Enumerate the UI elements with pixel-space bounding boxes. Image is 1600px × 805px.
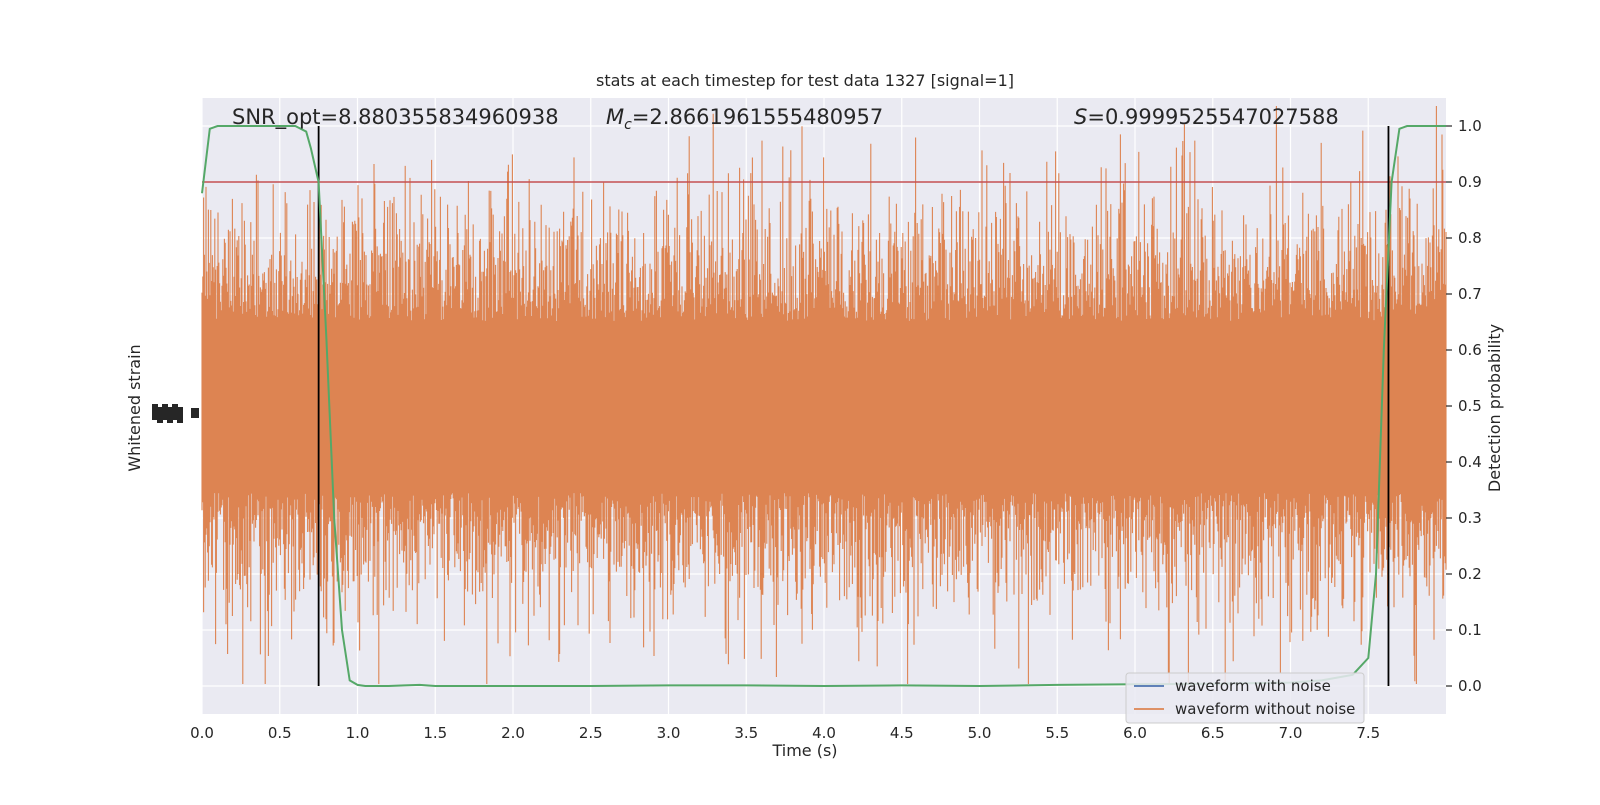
legend-label-without-noise: waveform without noise (1175, 700, 1355, 718)
x-tick-label-4: 2.0 (501, 724, 525, 742)
left-axis-label: Whitened strain (125, 344, 144, 471)
detection-probability-line (201, 125, 1446, 688)
s-value: =0.9999525547027588 (1087, 105, 1338, 129)
left-tick-glyph-1 (157, 407, 163, 423)
x-tick-label-9: 4.5 (890, 724, 914, 742)
waveform-without-noise-line (201, 106, 1447, 684)
legend-box (1125, 672, 1365, 724)
y-tick-label-6: 0.6 (1458, 341, 1482, 359)
legend: waveform with noise waveform without noi… (1125, 672, 1365, 724)
x-tick-label-12: 6.0 (1123, 724, 1147, 742)
s-symbol: S (1074, 105, 1087, 129)
left-tick-glyph-3 (167, 407, 173, 423)
x-tick-label-7: 3.5 (734, 724, 758, 742)
left-tick-glyph-0 (152, 404, 158, 420)
y-tick-label-2: 0.2 (1458, 565, 1482, 583)
y-tick-label-5: 0.5 (1458, 397, 1482, 415)
y-tick-label-8: 0.8 (1458, 229, 1482, 247)
snr-annotation: SNR_opt=8.880355834960938 (232, 105, 559, 130)
x-tick-label-14: 7.0 (1279, 724, 1303, 742)
legend-label-with-noise: waveform with noise (1175, 677, 1331, 695)
x-tick-label-10: 5.0 (968, 724, 992, 742)
y-tick-label-9: 0.9 (1458, 173, 1482, 191)
waveform-without-noise-path (201, 106, 1447, 684)
left-tick-glyph-4 (172, 404, 178, 420)
left-tick-mark (191, 408, 199, 418)
x-tick-label-2: 1.0 (346, 724, 370, 742)
x-tick-label-8: 4.0 (812, 724, 836, 742)
chart-title: stats at each timestep for test data 132… (596, 71, 1014, 90)
right-axis-ticks: 0.0 0.1 0.2 0.3 0.4 0.5 0.6 0.7 0.8 0.9 1.0 (1446, 117, 1482, 695)
y-tick-label-3: 0.3 (1458, 509, 1482, 527)
y-tick-label-4: 0.4 (1458, 453, 1482, 471)
chirp-mass-value: =2.8661961555480957 (632, 105, 883, 129)
x-tick-label-1: 0.5 (268, 724, 292, 742)
y-tick-label-0: 0.0 (1458, 677, 1482, 695)
event-markers (317, 126, 1390, 686)
x-tick-label-11: 5.5 (1045, 724, 1069, 742)
s-annotation: S=0.9999525547027588 (1074, 105, 1339, 129)
x-axis-label: Time (s) (771, 741, 837, 760)
left-tick-glyph-5 (177, 407, 183, 423)
left-axis-ticks (152, 404, 199, 423)
x-axis-ticks: 0.0 0.5 1.0 1.5 2.0 2.5 3.0 3.5 4.0 4.5 5.0 5.5 6.0 6… (190, 724, 1380, 742)
y-tick-label-7: 0.7 (1458, 285, 1482, 303)
x-tick-label-0: 0.0 (190, 724, 214, 742)
y-tick-label-1: 0.1 (1458, 621, 1482, 639)
x-tick-label-3: 1.5 (423, 724, 447, 742)
x-tick-label-5: 2.5 (579, 724, 603, 742)
chirp-mass-subscript: c (624, 117, 632, 133)
detection-probability-path (201, 125, 1446, 688)
right-axis-label: Detection probability (1485, 324, 1504, 492)
x-tick-label-15: 7.5 (1356, 724, 1380, 742)
x-tick-label-13: 6.5 (1201, 724, 1225, 742)
x-tick-label-6: 3.0 (657, 724, 681, 742)
left-tick-glyph-2 (162, 404, 168, 420)
chirp-mass-symbol: M (606, 105, 624, 129)
y-tick-label-10: 1.0 (1458, 117, 1482, 135)
chirp-mass-annotation: Mc=2.8661961555480957 (606, 105, 883, 133)
